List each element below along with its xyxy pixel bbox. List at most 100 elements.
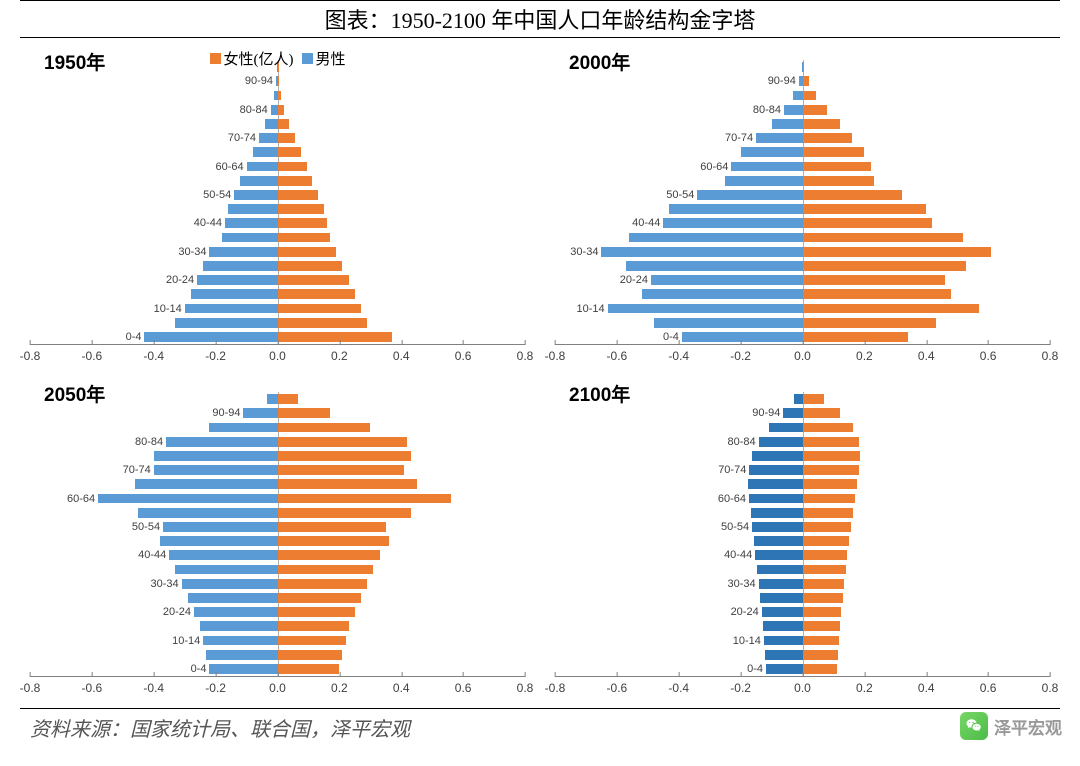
age-label: 60-64 bbox=[215, 161, 243, 173]
age-label: 0-4 bbox=[663, 331, 679, 343]
bar-female bbox=[278, 247, 337, 257]
x-tick: 0.8 bbox=[1042, 345, 1059, 363]
bar-male bbox=[206, 650, 277, 660]
age-label: 80-84 bbox=[727, 436, 755, 448]
bar-female bbox=[803, 650, 839, 660]
x-tick: -0.8 bbox=[20, 345, 41, 363]
bar-female bbox=[278, 162, 307, 172]
bar-female bbox=[803, 119, 840, 129]
center-gridline bbox=[803, 60, 804, 344]
bar-female bbox=[803, 304, 979, 314]
bar-male bbox=[144, 332, 277, 342]
age-label: 10-14 bbox=[576, 303, 604, 315]
x-tick: 0.8 bbox=[1042, 677, 1059, 695]
pyramid-panel: 2050年0-410-1420-2430-3440-4450-5460-6470… bbox=[20, 376, 535, 704]
bar-male bbox=[197, 275, 277, 285]
bar-female bbox=[803, 147, 865, 157]
bar-female bbox=[803, 289, 952, 299]
age-label: 90-94 bbox=[768, 75, 796, 87]
x-tick: -0.4 bbox=[143, 345, 164, 363]
x-tick: -0.8 bbox=[545, 345, 566, 363]
age-label: 70-74 bbox=[228, 132, 256, 144]
bar-female bbox=[278, 465, 405, 475]
x-tick: 0.4 bbox=[393, 677, 410, 695]
x-tick: -0.4 bbox=[143, 677, 164, 695]
plot-area: 0-410-1420-2430-3440-4450-5460-6470-7480… bbox=[30, 60, 525, 344]
bar-male bbox=[209, 664, 277, 674]
bar-male bbox=[725, 176, 802, 186]
bar-female bbox=[803, 621, 841, 631]
bar-female bbox=[278, 636, 346, 646]
bar-male bbox=[163, 522, 277, 532]
x-tick: 0.6 bbox=[455, 677, 472, 695]
bar-male bbox=[651, 275, 803, 285]
age-label: 80-84 bbox=[753, 104, 781, 116]
x-tick: 0.8 bbox=[517, 345, 534, 363]
bar-female bbox=[278, 621, 349, 631]
bar-male bbox=[629, 233, 802, 243]
bar-female bbox=[803, 579, 845, 589]
center-gridline bbox=[278, 392, 279, 676]
bar-male bbox=[663, 218, 802, 228]
bar-male bbox=[203, 261, 277, 271]
bar-male bbox=[240, 176, 277, 186]
bar-male bbox=[601, 247, 802, 257]
bar-female bbox=[803, 494, 856, 504]
bar-male bbox=[608, 304, 803, 314]
age-label: 70-74 bbox=[718, 464, 746, 476]
x-axis: -0.8-0.6-0.4-0.20.00.20.40.60.8 bbox=[555, 344, 1050, 372]
bar-male bbox=[138, 508, 277, 518]
legend-male: 男性 bbox=[301, 48, 345, 69]
bar-male bbox=[160, 536, 278, 546]
pyramid-panel: 2000年0-410-1420-2430-3440-4450-5460-6470… bbox=[545, 44, 1060, 372]
bar-female bbox=[278, 76, 279, 86]
x-tick: -0.2 bbox=[205, 345, 226, 363]
bar-male bbox=[697, 190, 802, 200]
age-label: 0-4 bbox=[126, 331, 142, 343]
bar-female bbox=[803, 233, 964, 243]
bar-female bbox=[803, 332, 908, 342]
bar-female bbox=[278, 423, 371, 433]
age-label: 50-54 bbox=[666, 189, 694, 201]
bar-female bbox=[278, 394, 298, 404]
x-tick: 0.2 bbox=[856, 345, 873, 363]
x-axis: -0.8-0.6-0.4-0.20.00.20.40.60.8 bbox=[30, 344, 525, 372]
bar-male bbox=[194, 607, 278, 617]
bar-female bbox=[278, 147, 301, 157]
age-label: 90-94 bbox=[752, 407, 780, 419]
bar-male bbox=[135, 479, 277, 489]
x-tick: -0.4 bbox=[668, 345, 689, 363]
bar-female bbox=[803, 91, 817, 101]
x-tick: 0.2 bbox=[856, 677, 873, 695]
bar-female bbox=[803, 451, 861, 461]
bar-female bbox=[278, 261, 343, 271]
x-tick: -0.8 bbox=[20, 677, 41, 695]
bar-male bbox=[166, 437, 277, 447]
bar-female bbox=[278, 650, 343, 660]
age-label: 90-94 bbox=[212, 407, 240, 419]
bar-male bbox=[759, 437, 803, 447]
bar-female bbox=[278, 119, 290, 129]
bar-male bbox=[234, 190, 277, 200]
bar-male bbox=[793, 91, 802, 101]
x-tick: -0.6 bbox=[607, 677, 628, 695]
bar-male bbox=[209, 423, 277, 433]
bar-male bbox=[188, 593, 278, 603]
center-gridline bbox=[803, 392, 804, 676]
age-label: 20-24 bbox=[166, 274, 194, 286]
bar-male bbox=[200, 621, 277, 631]
x-tick: -0.8 bbox=[545, 677, 566, 695]
age-label: 50-54 bbox=[132, 521, 160, 533]
age-label: 80-84 bbox=[240, 104, 268, 116]
bar-female bbox=[278, 133, 295, 143]
age-label: 10-14 bbox=[172, 635, 200, 647]
age-label: 40-44 bbox=[632, 217, 660, 229]
bar-female bbox=[278, 204, 324, 214]
bar-male bbox=[757, 565, 803, 575]
bar-male bbox=[203, 636, 277, 646]
age-label: 60-64 bbox=[700, 161, 728, 173]
bar-female bbox=[803, 607, 842, 617]
x-tick: 0.4 bbox=[918, 345, 935, 363]
bar-male bbox=[762, 607, 803, 617]
bar-male bbox=[259, 133, 278, 143]
